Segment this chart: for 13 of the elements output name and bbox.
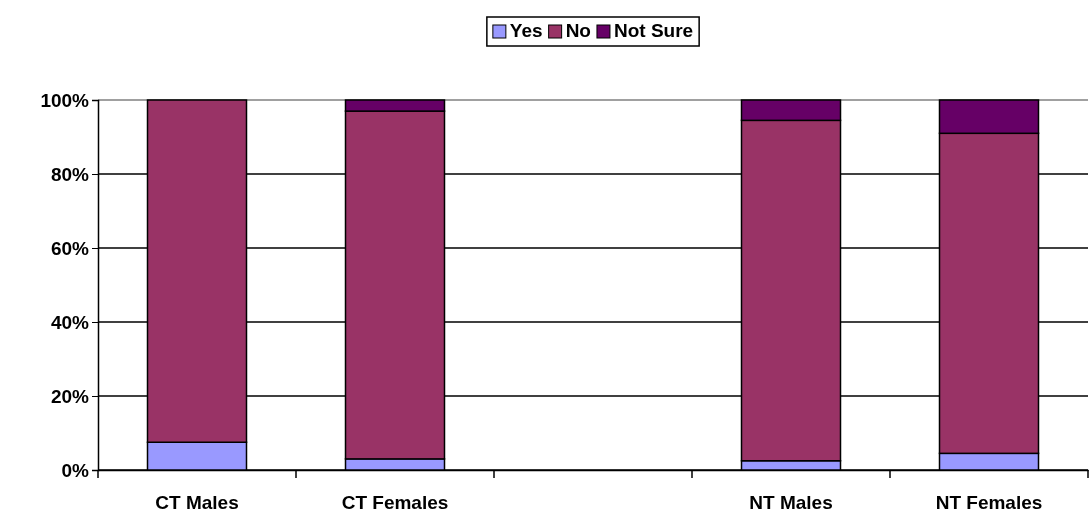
x-tick-label: CT Males	[155, 492, 239, 514]
x-tick-label: NT Females	[935, 492, 1043, 514]
y-tick-label: 40%	[50, 311, 90, 333]
y-tick-label: 60%	[50, 237, 90, 259]
x-tick-label: CT Females	[341, 492, 449, 514]
legend-label: No	[565, 20, 591, 41]
x-tick-label: NT Males	[749, 492, 833, 514]
y-tick-label: 80%	[50, 163, 90, 185]
legend-label: Yes	[509, 20, 543, 41]
y-tick-label: 0%	[61, 459, 90, 481]
legend-label: Not Sure	[613, 20, 694, 41]
y-tick-label: 20%	[50, 385, 90, 407]
y-tick-label: 100%	[40, 89, 90, 111]
